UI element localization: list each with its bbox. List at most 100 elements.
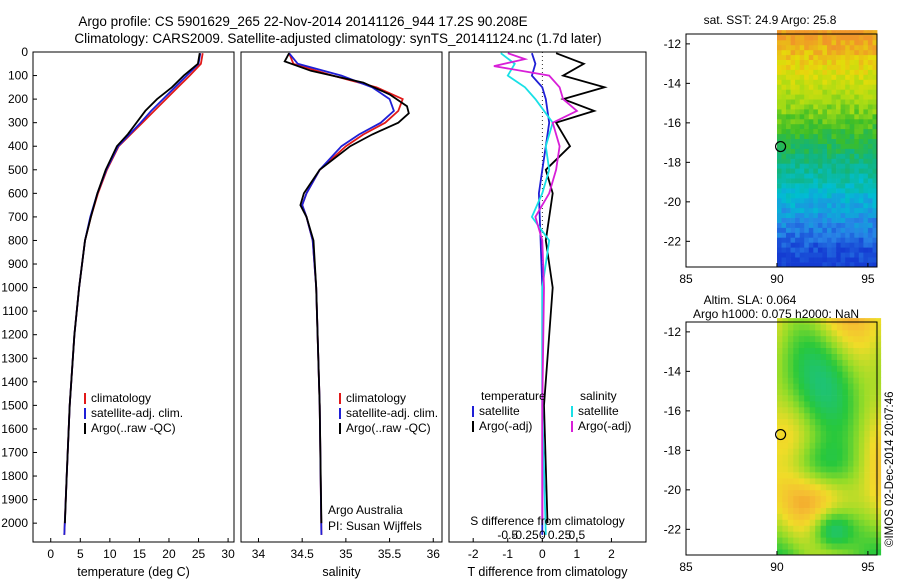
heatmap-cell (827, 222, 832, 228)
heatmap-cell (822, 118, 828, 125)
heatmap-cell (822, 133, 828, 139)
heatmap-cell (804, 324, 811, 331)
heatmap-cell (827, 217, 832, 223)
heatmap-cell (858, 442, 865, 449)
heatmap-cell (842, 318, 849, 325)
heatmap-cell (790, 44, 796, 51)
heatmap-cell (809, 395, 816, 402)
heatmap-cell (869, 472, 876, 479)
heatmap-cell (849, 114, 855, 120)
heatmap-cell (809, 424, 816, 431)
heatmap-cell (786, 69, 791, 75)
heatmap-cell (793, 507, 800, 514)
heatmap-cell (813, 212, 819, 218)
heatmap-cell (864, 430, 871, 437)
heatmap-cell (808, 30, 814, 36)
figure-title-line1: Argo profile: CS 5901629_265 22-Nov-2014… (78, 14, 527, 29)
heatmap-cell (813, 168, 819, 174)
heatmap-cell (777, 118, 782, 125)
heatmap-cell (795, 35, 800, 41)
heatmap-cell (858, 89, 864, 95)
heatmap-cell (777, 472, 783, 479)
heatmap-cell (817, 79, 823, 85)
heatmap-cell (804, 143, 810, 149)
heatmap-cell (827, 168, 832, 174)
heatmap-cell (826, 549, 832, 556)
heatmap-cell (853, 341, 860, 348)
heatmap-cell (782, 341, 789, 348)
heatmap-cell (847, 537, 854, 544)
heatmap-cell (842, 329, 849, 337)
heatmap-cell (790, 49, 796, 56)
heatmap-cell (863, 173, 869, 179)
heatmap-cell (808, 79, 814, 85)
legend-label: climatology (91, 391, 151, 405)
heatmap-cell (813, 217, 819, 223)
heatmap-cell (831, 84, 837, 90)
heatmap-cell (869, 359, 876, 366)
y-tick-label: 1300 (1, 351, 28, 365)
y-tick-label: 1000 (1, 281, 28, 295)
heatmap-cell (847, 513, 854, 520)
heatmap-cell (798, 531, 805, 538)
heatmap-cell (793, 460, 800, 467)
heatmap-cell (790, 197, 796, 204)
heatmap-cell (845, 49, 851, 56)
heatmap-cell (840, 227, 846, 233)
heatmap-cell (853, 466, 860, 473)
heatmap-cell (786, 173, 791, 179)
heatmap-cell (864, 424, 871, 431)
heatmap-cell (858, 153, 864, 159)
heatmap-cell (799, 44, 805, 51)
heatmap-cell (813, 123, 819, 130)
heatmap-cell (817, 163, 823, 169)
heatmap-cell (799, 193, 805, 199)
heatmap-cell (777, 123, 782, 130)
heatmap-cell (854, 183, 860, 189)
heatmap-cell (849, 49, 855, 56)
legend-label: satellite (479, 404, 520, 418)
heatmap-cell (820, 401, 827, 408)
heatmap-cell (864, 383, 871, 390)
heatmap-cell (875, 507, 882, 514)
heatmap-cell (815, 389, 822, 396)
heatmap-cell (869, 436, 876, 443)
heatmap-cell (804, 30, 810, 36)
heatmap-cell (817, 232, 823, 238)
heatmap-cell (863, 74, 869, 80)
heatmap-cell (808, 207, 814, 214)
heatmap-cell (837, 537, 843, 544)
heatmap-cell (872, 59, 878, 65)
heatmap-cell (786, 94, 791, 100)
heatmap-cell (813, 237, 819, 243)
heatmap-cell (795, 153, 800, 159)
heatmap-cell (786, 252, 791, 258)
y-tick-label: 900 (8, 257, 28, 271)
heatmap-cell (869, 454, 876, 461)
heatmap-cell (804, 217, 810, 223)
heatmap-cell (863, 104, 869, 110)
heatmap-cell (831, 335, 838, 343)
heatmap-cell (853, 543, 860, 550)
heatmap-cell (858, 448, 865, 455)
heatmap-cell (836, 123, 841, 130)
heatmap-cell (795, 59, 800, 65)
heatmap-cell (777, 158, 782, 164)
heatmap-cell (867, 232, 873, 238)
heatmap-cell (858, 472, 865, 479)
heatmap-cell (804, 466, 811, 473)
heatmap-cell (831, 153, 837, 159)
heatmap-cell (790, 207, 796, 214)
heatmap-cell (831, 448, 838, 455)
heatmap-cell (836, 114, 841, 120)
heatmap-cell (822, 114, 828, 120)
x-axis-label: salinity (322, 565, 361, 579)
heatmap-cell (809, 466, 816, 473)
heatmap-cell (795, 49, 800, 56)
heatmap-cell (808, 128, 814, 135)
heatmap-cell (809, 549, 816, 556)
heatmap-cell (827, 114, 832, 120)
heatmap-cell (782, 448, 789, 455)
heatmap-cell (840, 257, 846, 263)
heatmap-cell (858, 84, 864, 90)
